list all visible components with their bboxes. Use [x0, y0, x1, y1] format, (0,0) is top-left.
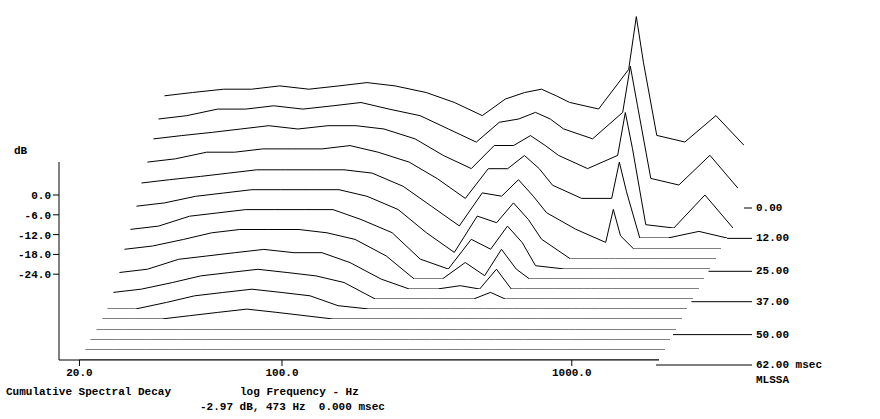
html-text:MLSSA: MLSSA [756, 374, 789, 386]
html-text:Cumulative Spectral Decay: Cumulative Spectral Decay [6, 386, 171, 398]
html-text:25.00: 25.00 [756, 265, 789, 278]
html-text:log Frequency - Hz: log Frequency - Hz [240, 386, 359, 398]
html-text:62.00 msec: 62.00 msec [756, 359, 822, 371]
svg-text:0.0: 0.0 [31, 190, 51, 202]
html-text:0.00: 0.00 [756, 202, 783, 214]
html-text:50.00: 50.00 [756, 328, 789, 341]
svg-text:-24.0: -24.0 [18, 269, 51, 281]
svg-text:-12.0: -12.0 [18, 229, 51, 241]
svg-text:-6.0: -6.0 [24, 210, 50, 222]
svg-text:1000.0: 1000.0 [552, 367, 592, 379]
html-text:dB: dB [14, 145, 28, 157]
html-text:12.00: 12.00 [756, 232, 789, 245]
svg-text:20.0: 20.0 [66, 367, 92, 379]
svg-text:-18.0: -18.0 [18, 249, 51, 261]
html-text:37.00: 37.00 [756, 295, 789, 308]
svg-text:100.0: 100.0 [265, 367, 298, 379]
html-text:-2.97 dB, 473 Hz 0.000 msec: -2.97 dB, 473 Hz 0.000 msec [200, 401, 385, 413]
